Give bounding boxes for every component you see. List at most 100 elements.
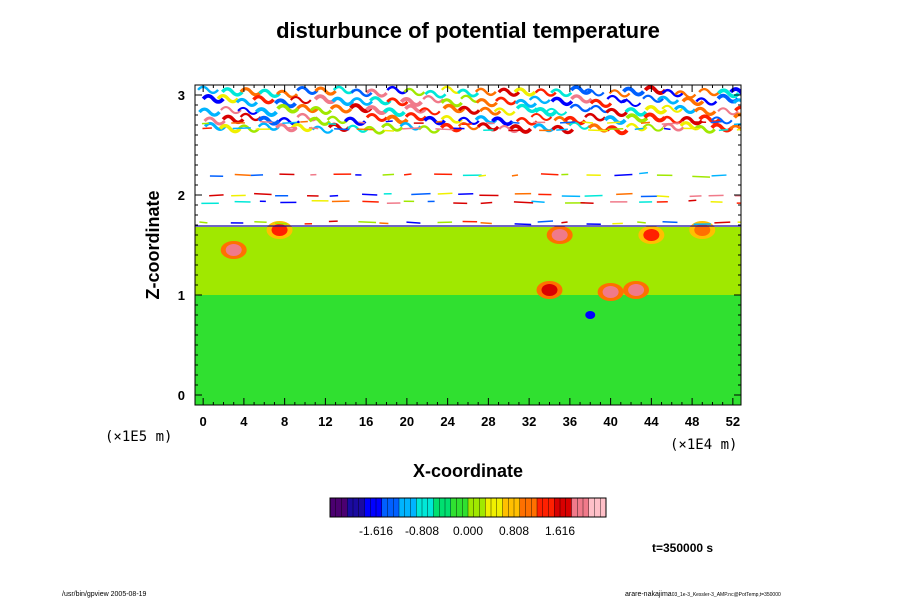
colorbar-cell xyxy=(525,498,532,517)
filament-stroke xyxy=(736,128,741,131)
footer-right: arare-nakajima03_1e-3_Kessler-3_AMP.nc@P… xyxy=(625,591,781,598)
colorbar-tick-label: 0.808 xyxy=(499,524,529,538)
colorbar-cell xyxy=(514,498,521,517)
filament-stroke xyxy=(531,200,545,204)
filament-stroke xyxy=(588,129,608,132)
colorbar-frame xyxy=(329,497,607,518)
colorbar-cell xyxy=(548,498,555,517)
filament-stroke xyxy=(511,121,520,124)
wave-stroke xyxy=(418,107,441,116)
filament-stroke xyxy=(639,171,649,175)
colorbar-cell xyxy=(554,498,561,517)
y-axis-label: Z-coordinate xyxy=(143,190,163,299)
wave-stroke xyxy=(711,116,733,125)
colorbar-cell xyxy=(410,498,417,517)
wave-stroke xyxy=(385,114,409,125)
wave-stroke xyxy=(258,88,282,98)
filament-stroke xyxy=(232,127,251,130)
filament-stroke xyxy=(634,127,644,131)
filament-stroke xyxy=(511,174,519,177)
wave-stroke xyxy=(326,115,349,125)
filament-stroke xyxy=(582,121,594,124)
x-tick-label: 32 xyxy=(522,414,536,429)
warm-anomaly-blob xyxy=(225,244,242,256)
filament-stroke xyxy=(616,192,633,196)
wave-stroke xyxy=(680,116,704,126)
wave-stroke xyxy=(363,125,386,135)
chart-title: disturbunce of potential temperature xyxy=(276,18,660,43)
colorbar-cell xyxy=(439,498,446,517)
x-tick-label: 20 xyxy=(400,414,414,429)
wave-stroke xyxy=(681,96,705,107)
x-tick-label: 4 xyxy=(240,414,248,429)
filament-stroke xyxy=(537,220,554,223)
wave-stroke xyxy=(570,94,593,104)
wave-stroke xyxy=(399,96,423,107)
filament-stroke xyxy=(308,126,319,130)
wave-stroke xyxy=(533,107,557,117)
wave-stroke xyxy=(475,98,498,108)
filament-stroke xyxy=(437,192,453,195)
warm-anomaly-blob xyxy=(643,229,660,241)
wave-stroke xyxy=(642,123,665,132)
wave-stroke xyxy=(291,122,314,133)
wave-stroke xyxy=(563,115,587,126)
colorbar-tick-label: -0.808 xyxy=(405,524,439,538)
wave-stroke xyxy=(493,107,516,116)
x-tick-label: 52 xyxy=(726,414,740,429)
colorbar-cell xyxy=(502,498,509,517)
colorbar-cell xyxy=(473,498,480,517)
filament-stroke xyxy=(740,175,741,178)
warm-anomaly-blob xyxy=(271,224,288,236)
wave-stroke xyxy=(381,122,404,132)
wave-stroke xyxy=(311,125,334,134)
wave-stroke xyxy=(273,98,297,109)
colorbar-tick-label: 1.616 xyxy=(545,524,575,538)
wave-stroke xyxy=(605,107,628,117)
wave-stroke xyxy=(474,115,498,125)
colorbar-cell xyxy=(399,498,406,517)
wave-stroke xyxy=(515,116,538,126)
filament-stroke xyxy=(640,121,651,124)
wave-stroke xyxy=(476,122,500,132)
colorbar-cell xyxy=(496,498,503,517)
x-tick-label: 16 xyxy=(359,414,373,429)
colorbar-cell xyxy=(381,498,388,517)
wave-stroke xyxy=(569,85,593,95)
filament-stroke xyxy=(561,221,568,224)
wave-stroke xyxy=(513,87,537,97)
filament-stroke xyxy=(661,122,680,125)
wave-stroke xyxy=(717,88,741,99)
wave-stroke xyxy=(474,87,497,97)
x-scale-note: (×1E4 m) xyxy=(670,437,737,453)
filament-stroke xyxy=(710,120,724,124)
time-label: t=350000 s xyxy=(652,541,713,555)
wave-stroke xyxy=(457,116,480,125)
y-scale-note: (×1E5 m) xyxy=(105,429,172,445)
colorbar xyxy=(329,497,607,518)
filament-stroke xyxy=(560,121,576,124)
x-tick-label: 0 xyxy=(200,414,207,429)
filament-stroke xyxy=(480,221,492,225)
wave-stroke xyxy=(732,98,741,104)
filament-stroke xyxy=(480,201,493,205)
colorbar-cell xyxy=(370,498,377,517)
wave-stroke xyxy=(198,107,221,117)
filament-stroke xyxy=(385,120,393,123)
filament-stroke xyxy=(254,192,272,196)
wave-stroke xyxy=(313,94,337,105)
wave-stroke xyxy=(624,107,648,117)
wave-stroke xyxy=(276,103,300,114)
wave-stroke xyxy=(625,122,648,132)
colorbar-cell xyxy=(491,498,498,517)
filament-stroke xyxy=(259,120,273,124)
colorbar-cell xyxy=(588,498,595,517)
filament-stroke xyxy=(556,128,568,131)
y-tick-label: 2 xyxy=(178,188,185,203)
filament-stroke xyxy=(478,174,487,177)
filament-stroke xyxy=(663,127,671,131)
warm-anomaly-blob xyxy=(628,284,645,296)
filament-stroke xyxy=(362,193,378,196)
filament-stroke xyxy=(329,194,339,197)
wave-stroke xyxy=(656,95,680,105)
